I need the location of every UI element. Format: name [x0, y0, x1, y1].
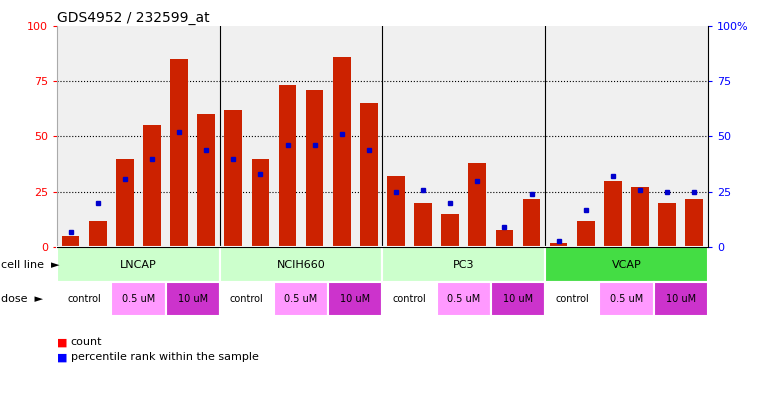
Bar — [220, 282, 274, 316]
Bar — [62, 236, 79, 247]
Bar — [469, 163, 486, 247]
Text: percentile rank within the sample: percentile rank within the sample — [71, 352, 259, 362]
Bar — [441, 214, 459, 247]
Text: control: control — [230, 294, 264, 304]
Bar — [686, 198, 703, 247]
Text: 0.5 uM: 0.5 uM — [122, 294, 155, 304]
Bar — [165, 282, 220, 316]
Text: NCIH660: NCIH660 — [277, 260, 326, 270]
Text: 0.5 uM: 0.5 uM — [285, 294, 317, 304]
Bar — [220, 247, 382, 282]
Text: cell line  ►: cell line ► — [1, 260, 59, 270]
Bar — [495, 230, 513, 247]
Bar — [274, 282, 328, 316]
Text: control: control — [393, 294, 426, 304]
Bar — [631, 187, 649, 247]
Text: GDS4952 / 232599_at: GDS4952 / 232599_at — [57, 11, 210, 24]
Bar — [414, 203, 432, 247]
Text: 10 uM: 10 uM — [503, 294, 533, 304]
Bar — [143, 125, 161, 247]
Bar — [111, 282, 165, 316]
Text: control: control — [67, 294, 101, 304]
Bar — [197, 114, 215, 247]
Bar — [604, 181, 622, 247]
Bar — [57, 247, 220, 282]
Bar — [328, 282, 382, 316]
Bar — [658, 203, 676, 247]
Text: ■: ■ — [57, 353, 68, 362]
Bar — [523, 198, 540, 247]
Bar — [382, 282, 437, 316]
Bar — [437, 282, 491, 316]
Bar — [333, 57, 351, 247]
Bar — [545, 282, 599, 316]
Bar — [599, 282, 654, 316]
Bar — [387, 176, 405, 247]
Bar — [549, 243, 568, 247]
Bar — [306, 90, 323, 247]
Bar — [654, 282, 708, 316]
Text: VCAP: VCAP — [612, 260, 642, 270]
Text: 10 uM: 10 uM — [340, 294, 371, 304]
Text: LNCAP: LNCAP — [120, 260, 157, 270]
Text: control: control — [556, 294, 589, 304]
Bar — [545, 247, 708, 282]
Text: count: count — [71, 337, 102, 347]
Bar — [57, 282, 111, 316]
Bar — [360, 103, 377, 247]
Bar — [170, 59, 188, 247]
Bar — [491, 282, 545, 316]
Bar — [252, 159, 269, 247]
Text: 10 uM: 10 uM — [666, 294, 696, 304]
Text: dose  ►: dose ► — [1, 294, 43, 304]
Bar — [89, 221, 107, 247]
Text: 0.5 uM: 0.5 uM — [447, 294, 480, 304]
Bar — [279, 85, 296, 247]
Text: 10 uM: 10 uM — [177, 294, 208, 304]
Bar — [577, 221, 594, 247]
Text: ■: ■ — [57, 338, 68, 348]
Bar — [382, 247, 545, 282]
Bar — [116, 159, 134, 247]
Text: 0.5 uM: 0.5 uM — [610, 294, 643, 304]
Bar — [224, 110, 242, 247]
Text: PC3: PC3 — [453, 260, 475, 270]
